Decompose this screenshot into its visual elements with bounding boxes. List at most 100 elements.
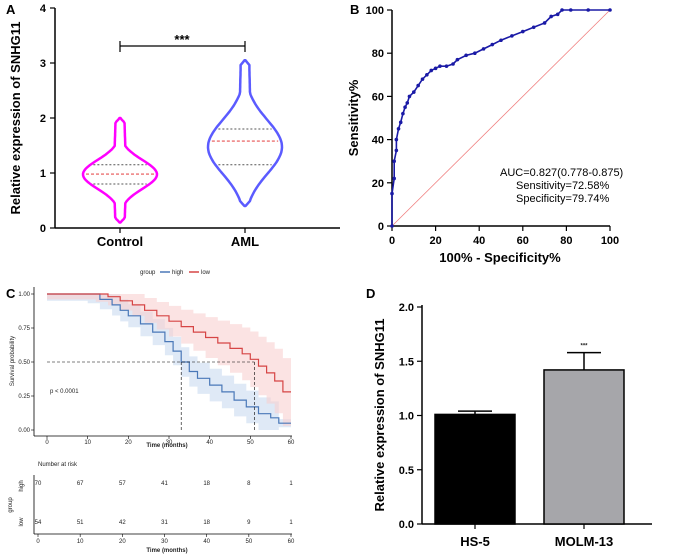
c-risk-x-tick-label: 0	[36, 539, 40, 545]
panel-c-survival-chart: group high low Survival probability Time…	[8, 270, 295, 554]
c-survival-line-low	[47, 293, 291, 393]
c-legend-label-low: low	[201, 270, 211, 276]
c-risk-value-high: 1	[289, 481, 293, 487]
b-x-tick-label: 80	[560, 235, 572, 247]
c-risk-x-tick-label: 30	[161, 539, 168, 545]
d-y-axis-label: Relative expression of SNHG11	[372, 319, 387, 512]
c-risk-value-high: 8	[247, 481, 251, 487]
c-risk-x-tick-label: 40	[203, 539, 210, 545]
b-y-tick-label: 0	[378, 221, 384, 233]
b-roc-point	[392, 159, 396, 163]
c-ci-band-high	[47, 294, 291, 430]
b-roc-point	[392, 176, 396, 181]
panel-b-roc-chart: Sensitivity% 100% - Specificity% 0 20 40 60…	[346, 5, 623, 265]
b-roc-point	[568, 8, 573, 12]
d-y-tick-label: 0.0	[399, 519, 414, 531]
b-roc-point	[429, 68, 434, 73]
d-x-tick-label: HS-5	[460, 534, 490, 549]
b-specificity-text: Specificity=79.74%	[516, 193, 609, 205]
c-risk-x-tick-label: 50	[245, 539, 252, 545]
c-risk-x-tick-label: 20	[119, 539, 126, 545]
b-y-axis-label: Sensitivity%	[346, 79, 361, 156]
c-risk-value-low: 54	[35, 520, 42, 526]
b-roc-point	[407, 94, 412, 99]
a-y-tick-label: 4	[40, 3, 47, 15]
d-bar-hs-5	[434, 413, 516, 525]
c-risk-row-label-low: low	[19, 517, 25, 527]
d-y-tick-label: 1.5	[399, 356, 414, 368]
c-legend-label-high: high	[172, 270, 183, 276]
d-bar-molm-13	[543, 369, 625, 525]
c-risk-x-tick-label: 10	[77, 539, 84, 545]
b-y-tick-label: 80	[372, 48, 384, 60]
b-roc-point	[420, 77, 425, 81]
c-risk-y-label: group	[8, 497, 14, 513]
b-roc-point	[531, 25, 536, 30]
a-y-axis-label: Relative expression of SNHG11	[8, 22, 23, 215]
b-x-tick-label: 60	[517, 235, 529, 247]
b-reference-line	[391, 9, 611, 227]
panel-label-a: A	[6, 2, 16, 17]
c-x-tick-label: 40	[206, 440, 213, 446]
c-y-tick-label: 0.50	[18, 360, 30, 366]
d-y-tick-label: 1.0	[399, 411, 414, 423]
b-roc-point	[521, 29, 525, 34]
a-significance-stars: ***	[174, 32, 190, 47]
b-roc-point	[473, 51, 477, 55]
c-risk-title: Number at risk	[38, 462, 78, 468]
b-roc-point	[416, 83, 420, 88]
d-y-tick-label: 0.5	[399, 465, 414, 477]
b-roc-point	[403, 105, 407, 109]
b-roc-point	[405, 101, 410, 105]
b-roc-point	[555, 12, 560, 17]
b-roc-point	[398, 120, 403, 125]
c-p-value: p < 0.0001	[50, 389, 79, 395]
c-risk-value-high: 41	[161, 481, 168, 487]
b-roc-point	[481, 47, 486, 51]
c-y-tick-label: 0.00	[18, 428, 30, 434]
a-y-tick-label: 3	[40, 58, 46, 70]
b-roc-point	[464, 53, 468, 58]
c-risk-value-low: 9	[247, 520, 251, 526]
b-y-tick-label: 100	[366, 5, 384, 17]
b-roc-point	[499, 38, 503, 43]
a-y-tick-label: 2	[40, 113, 46, 125]
b-roc-point	[425, 73, 429, 77]
b-y-tick-label: 60	[372, 91, 384, 103]
a-y-tick-label: 0	[40, 223, 46, 235]
c-ci-band-low	[47, 294, 291, 428]
a-violin-control	[81, 116, 159, 224]
c-x-tick-label: 10	[84, 440, 91, 446]
c-risk-value-low: 18	[203, 520, 210, 526]
c-x-tick-label: 50	[247, 440, 254, 446]
c-risk-value-low: 42	[119, 520, 126, 526]
b-roc-point	[390, 191, 394, 196]
c-x-tick-label: 0	[45, 440, 49, 446]
b-x-tick-label: 20	[429, 235, 441, 247]
c-y-axis-label: Survival probability	[10, 336, 16, 386]
panel-label-d: D	[366, 286, 375, 301]
panel-d-bar-chart: Relative expression of SNHG11 0.0 0.5 1.0 1…	[372, 302, 652, 549]
b-roc-point	[542, 21, 547, 25]
c-x-tick-label: 20	[125, 440, 132, 446]
panel-label-c: C	[6, 286, 16, 301]
c-x-axis-label: Time (months)	[146, 443, 187, 449]
b-roc-point	[394, 137, 399, 142]
panel-label-b: B	[350, 2, 359, 17]
c-risk-value-high: 70	[35, 481, 42, 487]
c-risk-value-high: 67	[77, 481, 84, 487]
b-roc-point	[444, 64, 449, 68]
c-risk-value-low: 31	[161, 520, 168, 526]
c-risk-x-label: Time (months)	[146, 548, 187, 554]
b-x-tick-label: 0	[389, 235, 395, 247]
b-x-tick-label: 40	[473, 235, 485, 247]
b-roc-point	[394, 148, 399, 153]
d-x-tick-label: MOLM-13	[555, 534, 614, 549]
c-risk-x-tick-label: 60	[288, 539, 295, 545]
b-roc-point	[608, 8, 612, 12]
b-roc-point	[451, 62, 455, 66]
b-roc-point	[490, 42, 495, 47]
c-legend-title: group	[140, 270, 156, 276]
c-x-tick-label: 30	[166, 440, 173, 446]
